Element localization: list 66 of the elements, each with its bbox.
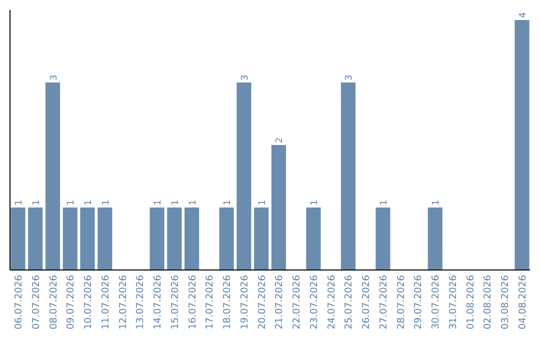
bar — [376, 208, 390, 270]
bar — [306, 208, 321, 270]
data-label: 3 — [49, 74, 60, 80]
data-label: 1 — [223, 200, 234, 206]
x-tick-label: 29.07.2026 — [413, 275, 424, 330]
bar — [271, 145, 286, 270]
bar — [254, 208, 269, 270]
data-label: 1 — [170, 200, 181, 206]
x-tick-label: 21.07.2026 — [274, 275, 286, 330]
bar — [98, 208, 112, 270]
bar — [514, 20, 530, 270]
bar — [167, 208, 182, 270]
x-tick-label: 13.07.2026 — [135, 275, 146, 330]
x-tick-label: 16.07.2026 — [187, 275, 198, 330]
x-tick-label: 18.07.2026 — [222, 275, 234, 330]
data-label: 1 — [432, 200, 442, 206]
data-label: 1 — [154, 200, 164, 206]
x-tick-label: 07.07.2026 — [30, 275, 42, 330]
data-label: 3 — [240, 74, 250, 80]
data-label: 1 — [66, 200, 77, 206]
x-tick-label: 06.07.2026 — [13, 275, 24, 330]
x-tick-label: 01.08.2026 — [465, 275, 476, 330]
bar — [10, 208, 26, 270]
bar — [80, 208, 95, 270]
x-tick-label: 23.07.2026 — [308, 275, 320, 330]
x-tick-label: 28.07.2026 — [396, 275, 407, 330]
bar — [150, 208, 164, 270]
data-label: 1 — [32, 200, 42, 206]
data-label: 2 — [275, 137, 286, 143]
x-tick-label: 15.07.2026 — [170, 275, 181, 330]
x-tick-label: 27.07.2026 — [378, 275, 390, 330]
x-tick-label: 12.07.2026 — [118, 275, 129, 330]
x-tick-label: 25.07.2026 — [344, 275, 355, 330]
x-tick-label: 14.07.2026 — [152, 275, 164, 330]
x-tick-label: 26.07.2026 — [361, 275, 372, 330]
data-label: 1 — [101, 200, 112, 206]
x-tick-label: 19.07.2026 — [239, 275, 250, 330]
data-label: 1 — [14, 200, 24, 206]
bar — [184, 208, 200, 270]
x-tick-label: 30.07.2026 — [430, 275, 442, 330]
x-tick-label: 17.07.2026 — [204, 275, 216, 330]
bar — [236, 82, 252, 270]
data-label: 4 — [518, 12, 529, 18]
bar — [428, 208, 442, 270]
bar — [45, 82, 60, 270]
x-tick-label: 08.07.2026 — [48, 275, 60, 330]
bar — [219, 208, 234, 270]
bar — [28, 208, 43, 270]
x-tick-label: 09.07.2026 — [66, 275, 77, 330]
x-tick-label: 02.08.2026 — [482, 275, 494, 330]
data-label: 1 — [310, 200, 320, 206]
x-tick-label: 24.07.2026 — [326, 275, 338, 330]
x-tick-label: 11.07.2026 — [100, 275, 112, 330]
x-tick-label: 04.08.2026 — [518, 275, 529, 330]
x-tick-label: 10.07.2026 — [83, 275, 94, 330]
data-label: 1 — [379, 200, 390, 206]
data-label: 1 — [188, 200, 198, 206]
data-label: 1 — [84, 200, 94, 206]
x-tick-label: 03.08.2026 — [500, 275, 512, 330]
bar — [62, 208, 78, 270]
bar — [340, 82, 356, 270]
data-label: 1 — [258, 200, 268, 206]
x-tick-label: 22.07.2026 — [292, 275, 303, 330]
x-tick-label: 31.07.2026 — [448, 275, 459, 330]
data-label: 3 — [344, 74, 355, 80]
x-tick-label: 20.07.2026 — [256, 275, 268, 330]
